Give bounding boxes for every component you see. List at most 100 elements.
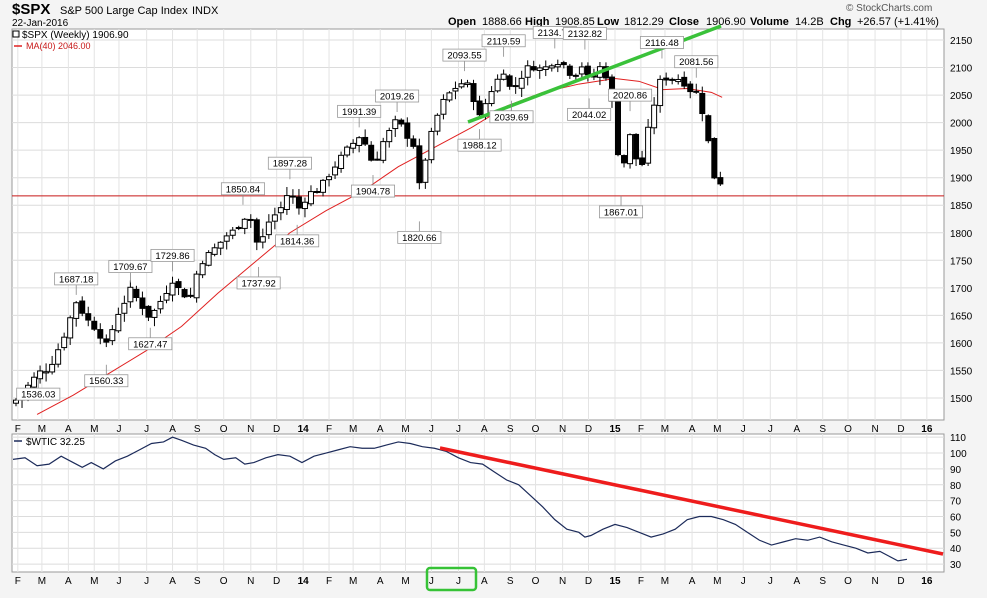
candle-body [416, 145, 423, 184]
price-y-tick: 1700 [950, 284, 973, 295]
price-x-tick: D [585, 424, 592, 435]
annotation-label: 1904.78 [356, 187, 390, 198]
candle-body [392, 119, 399, 130]
candle-body [247, 218, 254, 221]
wtic-x-tick: A [65, 576, 72, 587]
price-x-tick: J [768, 424, 773, 435]
candle-body [422, 159, 429, 183]
annotation-label: 1536.03 [21, 390, 55, 401]
annotation-label: 1850.84 [226, 184, 260, 195]
price-panel [11, 28, 945, 421]
annotation-box [608, 88, 653, 102]
wtic-x-tick: J [741, 576, 746, 587]
wtic-x-tick: M [401, 576, 409, 587]
price-x-tick: N [247, 424, 254, 435]
candle-body [578, 66, 585, 75]
price-x-tick: A [377, 424, 384, 435]
price-x-tick: F [15, 424, 21, 435]
candle-body [542, 66, 549, 70]
price-y-tick: 2100 [950, 64, 973, 75]
candle-body [693, 90, 700, 93]
candle-body [500, 73, 507, 80]
candle-body [181, 289, 188, 298]
candle-body [428, 130, 435, 161]
candle-body [79, 300, 86, 314]
annotation-label: 2134.72 [538, 28, 572, 39]
candle-body [368, 144, 375, 161]
wtic-x-tick: M [38, 576, 46, 587]
candle-body [169, 282, 176, 296]
credit-text: © StockCharts.com [846, 3, 932, 14]
candle-body [645, 126, 652, 164]
candle-body [259, 236, 266, 243]
price-y-tick: 2050 [950, 91, 973, 102]
price-legend-icon [12, 30, 20, 38]
quote-bar: Open 1888.66 High 1908.85 Low 1812.29 Cl… [448, 16, 939, 28]
wtic-x-tick: S [507, 576, 514, 587]
candle-body [362, 136, 369, 145]
price-legend: $SPX (Weekly) 1906.90 MA(40) 2046.00 [12, 30, 129, 51]
wtic-x-tick: A [377, 576, 384, 587]
candle-body [350, 142, 357, 149]
candle-body [572, 74, 579, 77]
candle-body [326, 176, 333, 181]
candle-body [663, 77, 670, 81]
candle-body [627, 134, 634, 165]
candle-body [211, 247, 218, 255]
price-annotations: 1536.03 1687.18 1560.33 1709.67 1627.47 1729.… [16, 26, 719, 401]
wtic-y-tick: 50 [950, 528, 962, 539]
wtic-x-tick: N [559, 576, 566, 587]
annotation-label: 1814.36 [280, 236, 314, 247]
high-value: 1908.85 [555, 16, 595, 28]
price-y-tick: 2000 [950, 119, 973, 130]
annotation-box [275, 234, 320, 248]
chg-value: +26.57 (+1.41%) [857, 16, 939, 28]
price-x-tick: M [401, 424, 409, 435]
wtic-y-tick: 30 [950, 560, 962, 571]
candle-body [235, 227, 242, 230]
annotation-label: 2093.55 [447, 51, 481, 62]
candle-body [560, 62, 567, 66]
wtic-x-tick: J [144, 576, 149, 587]
downtrend-line [439, 446, 944, 556]
candle-body [338, 154, 345, 169]
wtic-x-tick: A [689, 576, 696, 587]
wtic-y-tick: 110 [950, 433, 966, 444]
wtic-legend: $WTIC 32.25 [14, 437, 85, 448]
wtic-y-tick: 70 [950, 497, 962, 508]
candle-body [464, 82, 471, 85]
annotation-label: 1867.01 [604, 207, 638, 218]
wtic-grid [12, 434, 944, 572]
annotation-label: 1729.86 [155, 251, 189, 262]
wtic-x-tick: S [194, 576, 201, 587]
candle-body [621, 155, 628, 164]
price-y-tick: 1600 [950, 339, 973, 350]
price-x-tick: J [741, 424, 746, 435]
candle-body [446, 92, 453, 101]
wtic-y-tick: 100 [950, 449, 967, 460]
candle-body [512, 85, 519, 88]
annotation-label: 2119.59 [487, 36, 521, 47]
wtic-x-tick: J [456, 576, 461, 587]
price-y-tick: 1850 [950, 201, 973, 212]
open-label: Open [448, 16, 476, 28]
price-x-tick: N [871, 424, 878, 435]
annotation-label: 2019.26 [380, 92, 414, 103]
candle-body [151, 309, 158, 318]
wtic-x-tick: M [661, 576, 669, 587]
annotation-box [481, 34, 526, 48]
candle-body [271, 214, 278, 222]
price-x-tick: J [144, 424, 149, 435]
price-x-tick: 15 [609, 424, 621, 435]
low-value: 1812.29 [624, 16, 664, 28]
candle-body [434, 114, 441, 132]
wtic-x-tick: M [349, 576, 357, 587]
candle-body [410, 138, 417, 147]
annotation-box [599, 205, 644, 219]
price-x-tick: M [90, 424, 98, 435]
annotation-box [267, 156, 312, 170]
annotation-box [108, 260, 153, 273]
candle-body [175, 281, 182, 289]
wtic-x-tick: F [15, 576, 21, 587]
annotation-box [16, 387, 61, 401]
